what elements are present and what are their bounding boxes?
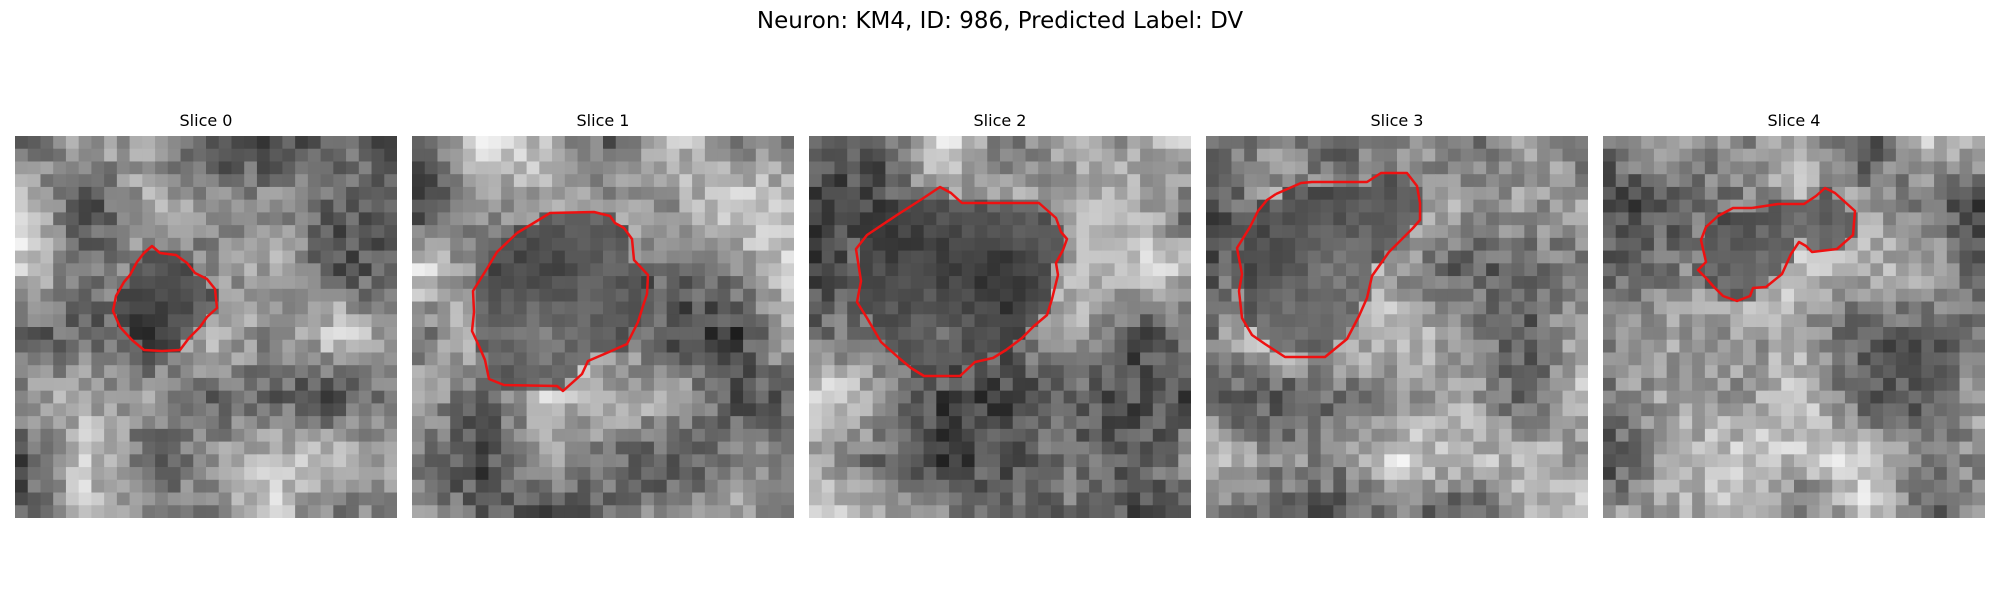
- slice-title: Slice 0: [15, 110, 397, 132]
- slice-image: [412, 136, 794, 518]
- slice-title: Slice 4: [1603, 110, 1985, 132]
- slice-panel-1: Slice 1: [412, 110, 794, 518]
- slice-title: Slice 1: [412, 110, 794, 132]
- slice-panel-2: Slice 2: [809, 110, 1191, 518]
- slice-image: [809, 136, 1191, 518]
- slice-panel-0: Slice 0: [15, 110, 397, 518]
- figure-title: Neuron: KM4, ID: 986, Predicted Label: D…: [0, 8, 2000, 34]
- slice-panel-3: Slice 3: [1206, 110, 1588, 518]
- slice-title: Slice 3: [1206, 110, 1588, 132]
- slice-panel-4: Slice 4: [1603, 110, 1985, 518]
- slice-image: [15, 136, 397, 518]
- slice-image: [1603, 136, 1985, 518]
- slice-image: [1206, 136, 1588, 518]
- slice-title: Slice 2: [809, 110, 1191, 132]
